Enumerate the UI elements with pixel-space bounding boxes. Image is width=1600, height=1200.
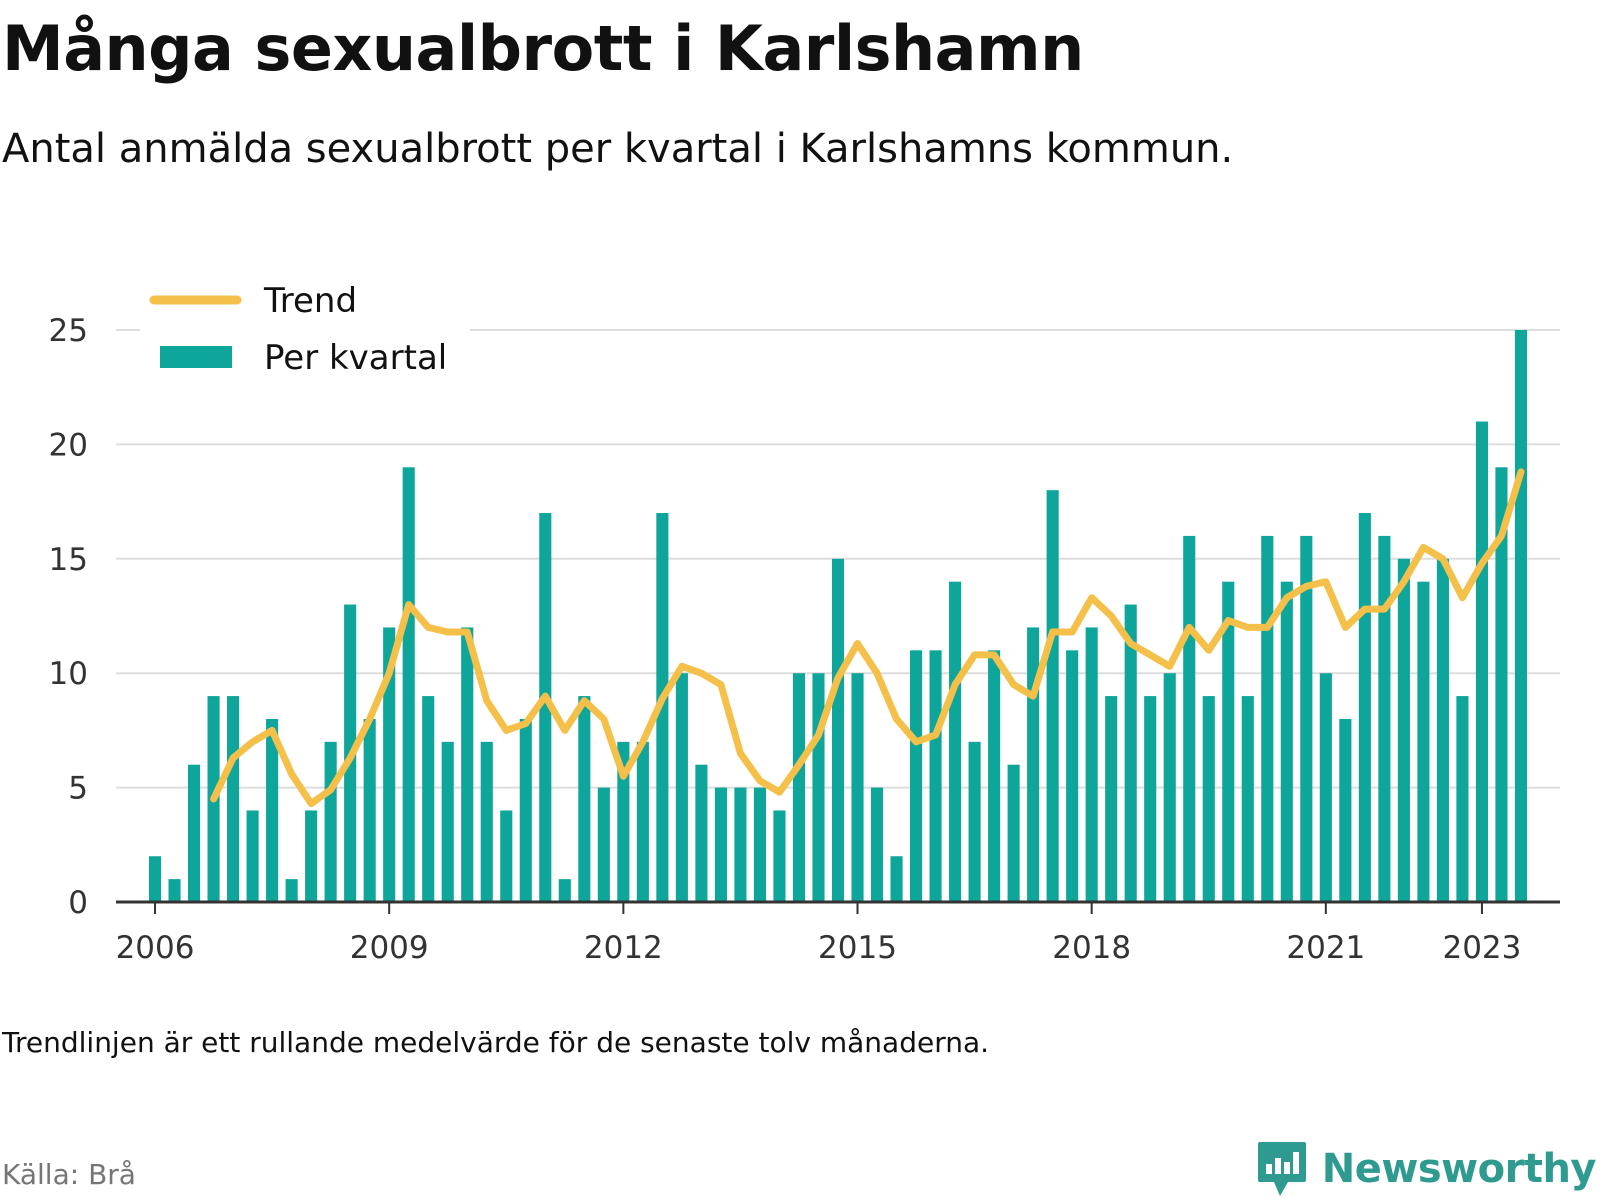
bar: [1300, 535, 1313, 902]
bar: [1456, 696, 1469, 902]
bar-series: [148, 330, 1528, 902]
bar: [949, 581, 962, 902]
bar: [305, 810, 318, 902]
bar: [617, 741, 630, 902]
bar: [734, 787, 747, 902]
legend-bar-label: Per kvartal: [264, 338, 447, 378]
x-axis: 2006 2009 2012 2015 2018 2021 2023: [116, 900, 1560, 966]
bar: [500, 810, 513, 902]
bar: [324, 741, 337, 902]
y-tick-label: 25: [49, 313, 88, 349]
bar: [539, 513, 552, 902]
bar: [773, 810, 786, 902]
bar: [910, 650, 923, 902]
bar: [168, 879, 181, 902]
bar: [246, 810, 259, 902]
bar: [1241, 696, 1254, 902]
x-tick-label: 2015: [818, 930, 897, 966]
bar: [1027, 627, 1040, 902]
bar: [519, 718, 532, 902]
brand-name: Newsworthy: [1321, 1146, 1597, 1192]
chart-footnote: Trendlinjen är ett rullande medelvärde f…: [2, 1026, 990, 1059]
bar: [1046, 490, 1059, 902]
bar: [675, 673, 688, 902]
bar: [1222, 581, 1235, 902]
bar: [1280, 581, 1293, 902]
y-axis: 0 5 10 15 20 25: [49, 313, 88, 921]
legend-bar-swatch: [160, 346, 232, 368]
bar: [1007, 764, 1020, 902]
legend-trend-label: Trend: [263, 281, 357, 321]
bar: [1358, 513, 1371, 902]
bar: [1144, 696, 1157, 902]
bar: [285, 879, 298, 902]
bar: [1397, 558, 1410, 902]
x-tick-label: 2006: [116, 930, 195, 966]
bar: [1066, 650, 1079, 902]
x-tick-label: 2023: [1442, 930, 1521, 966]
bar: [851, 673, 864, 902]
bar: [1202, 696, 1215, 902]
bar: [812, 673, 825, 902]
bar: [402, 467, 415, 902]
x-tick-label: 2018: [1052, 930, 1131, 966]
bar: [1183, 535, 1196, 902]
chart-title: Många sexualbrott i Karlshamn: [2, 12, 1084, 85]
bar: [1163, 673, 1176, 902]
bar: [1436, 558, 1449, 902]
bar: [461, 627, 474, 902]
bar: [1378, 535, 1391, 902]
y-tick-label: 5: [68, 771, 88, 807]
bar: [753, 787, 766, 902]
bar: [656, 513, 669, 902]
bar: [227, 696, 240, 902]
y-tick-label: 20: [49, 427, 88, 463]
bar: [1085, 627, 1098, 902]
bar: [1495, 467, 1508, 902]
bar: [266, 718, 279, 902]
bar: [1514, 330, 1528, 902]
bar: [636, 741, 649, 902]
chart: 2006 2009 2012 2015 2018 2021 2023 0510152025 …: [49, 280, 1560, 966]
bar: [1319, 673, 1332, 902]
bar: [422, 696, 435, 902]
bar: [1475, 421, 1488, 902]
bar: [148, 856, 162, 902]
bar: [441, 741, 454, 902]
bar: [188, 764, 201, 902]
bar: [929, 650, 942, 902]
y-tick-label: 15: [49, 542, 88, 578]
bar: [578, 696, 591, 902]
bar: [714, 787, 727, 902]
bar: [480, 741, 493, 902]
bar: [792, 673, 806, 902]
bar: [1124, 604, 1137, 902]
bar: [988, 650, 1001, 902]
bar: [1339, 718, 1352, 902]
bar: [1261, 535, 1274, 902]
bar: [695, 764, 708, 902]
y-tick-label: 10: [49, 656, 88, 692]
trend-line: [210, 468, 1525, 808]
bar: [890, 856, 903, 902]
x-tick-label: 2009: [350, 930, 429, 966]
bar: [597, 787, 610, 902]
newsworthy-logo-icon: [1257, 1142, 1306, 1196]
bar: [1417, 581, 1430, 902]
bar: [831, 558, 845, 902]
bar: [383, 627, 396, 902]
y-tick-label: 0: [68, 885, 88, 921]
bar: [1105, 696, 1118, 902]
bar: [363, 718, 376, 902]
trend-series: [210, 468, 1525, 808]
bar: [968, 741, 981, 902]
legend: Trend Per kvartal: [140, 280, 470, 404]
brand-logo[interactable]: Newsworthy: [1256, 1140, 1597, 1198]
chart-subtitle: Antal anmälda sexualbrott per kvartal i …: [2, 126, 1234, 172]
x-tick-label: 2012: [584, 930, 663, 966]
source-credit: Källa: Brå: [2, 1158, 136, 1191]
bar: [558, 879, 571, 902]
x-tick-label: 2021: [1286, 930, 1365, 966]
bar: [870, 787, 884, 902]
